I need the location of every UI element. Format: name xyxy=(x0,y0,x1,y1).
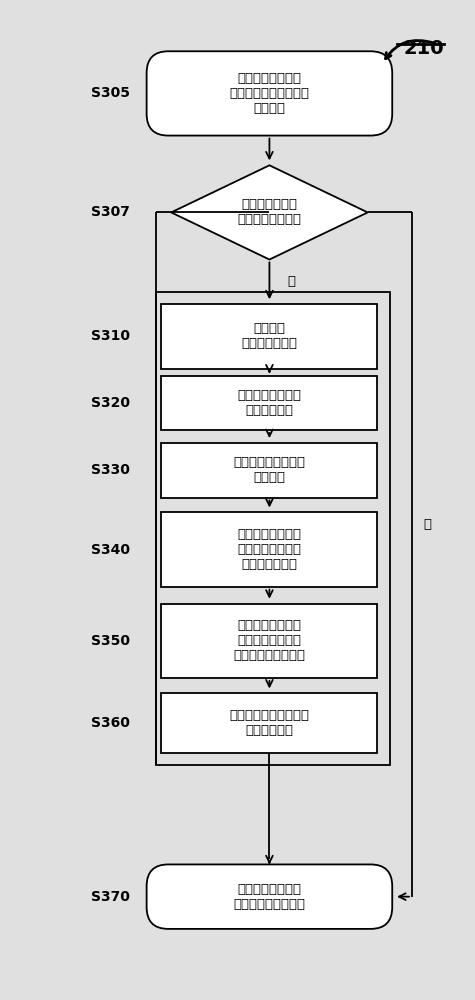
FancyBboxPatch shape xyxy=(147,864,392,929)
Text: 输入工件、工序、
生产单元和运输工具的
基本信息: 输入工件、工序、 生产单元和运输工具的 基本信息 xyxy=(229,72,309,115)
FancyBboxPatch shape xyxy=(147,51,392,136)
Text: S305: S305 xyxy=(91,86,130,100)
Polygon shape xyxy=(171,165,368,260)
Bar xyxy=(162,443,378,498)
Bar xyxy=(162,604,378,678)
Text: S330: S330 xyxy=(91,463,130,477)
Text: 为每个划分决策块
选择启发式规则，
生成规则决策块: 为每个划分决策块 选择启发式规则， 生成规则决策块 xyxy=(238,528,302,571)
Text: S370: S370 xyxy=(91,890,130,904)
Text: 输出所有食物源及
其所携带的路径信息: 输出所有食物源及 其所携带的路径信息 xyxy=(233,883,305,911)
Text: S340: S340 xyxy=(91,543,130,557)
Text: S310: S310 xyxy=(91,329,130,343)
Bar xyxy=(162,304,378,369)
Text: 210: 210 xyxy=(404,39,444,58)
Text: 是: 是 xyxy=(424,518,432,531)
Text: 食物源个数是否
达到种群个数要求: 食物源个数是否 达到种群个数要求 xyxy=(238,198,302,226)
Text: 计算所有
工件的工序总数: 计算所有 工件的工序总数 xyxy=(241,322,297,350)
Text: 随机生成划分决策块
编码数值: 随机生成划分决策块 编码数值 xyxy=(233,456,305,484)
Text: 否: 否 xyxy=(287,275,295,288)
Text: S307: S307 xyxy=(91,205,130,219)
Bar xyxy=(162,693,378,753)
Text: S350: S350 xyxy=(91,634,130,648)
Bar xyxy=(162,512,378,587)
Text: S360: S360 xyxy=(91,716,130,730)
Text: 合并划分决策块链
与规则决策块链，
生成食物源决策块链: 合并划分决策块链 与规则决策块链， 生成食物源决策块链 xyxy=(233,619,305,662)
Text: 给每个划分决策块
设置编码上限: 给每个划分决策块 设置编码上限 xyxy=(238,389,302,417)
Bar xyxy=(162,376,378,430)
Text: S320: S320 xyxy=(91,396,130,410)
Text: 根据食物源决策块链，
搜索生产路径: 根据食物源决策块链， 搜索生产路径 xyxy=(229,709,309,737)
Bar xyxy=(156,292,390,765)
